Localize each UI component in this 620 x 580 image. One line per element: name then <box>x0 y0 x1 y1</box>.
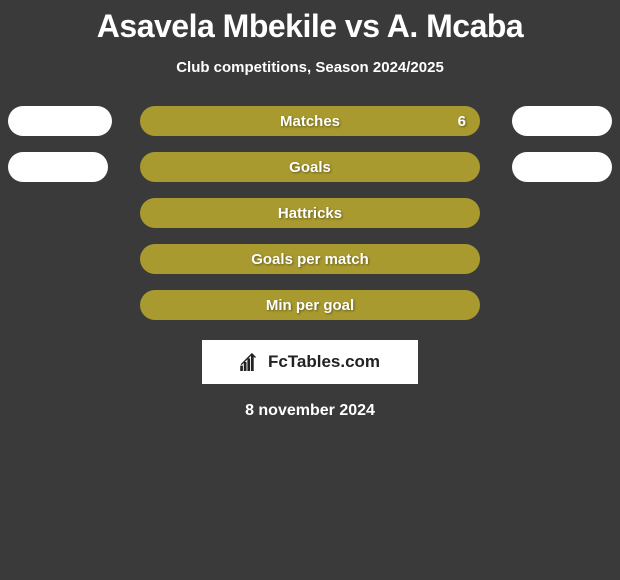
stat-label: Matches <box>280 113 340 130</box>
stat-bar: Goals per match <box>140 244 480 274</box>
stat-bar: Min per goal <box>140 290 480 320</box>
stat-label: Goals per match <box>251 251 369 268</box>
pill-right <box>512 152 612 182</box>
bars-icon <box>240 353 262 371</box>
root-container: Asavela Mbekile vs A. Mcaba Club competi… <box>0 0 620 580</box>
stat-row-mpg: Min per goal <box>0 290 620 320</box>
stat-bar: Matches 6 <box>140 106 480 136</box>
pill-left <box>8 152 108 182</box>
pill-right <box>512 106 612 136</box>
page-title: Asavela Mbekile vs A. Mcaba <box>97 8 523 45</box>
stat-bar: Hattricks <box>140 198 480 228</box>
branding-box: FcTables.com <box>202 340 418 384</box>
branding-text: FcTables.com <box>268 352 380 372</box>
page-subtitle: Club competitions, Season 2024/2025 <box>176 59 444 76</box>
stat-label: Hattricks <box>278 205 342 222</box>
stat-row-matches: Matches 6 <box>0 106 620 136</box>
stat-row-gpm: Goals per match <box>0 244 620 274</box>
pill-left <box>8 106 112 136</box>
footer-date: 8 november 2024 <box>245 402 375 420</box>
stats-block: Matches 6 Goals Hattricks Goals per matc… <box>0 106 620 320</box>
stat-label: Goals <box>289 159 331 176</box>
stat-value: 6 <box>458 113 466 130</box>
stat-row-goals: Goals <box>0 152 620 182</box>
stat-row-hattricks: Hattricks <box>0 198 620 228</box>
stat-bar: Goals <box>140 152 480 182</box>
stat-label: Min per goal <box>266 297 354 314</box>
